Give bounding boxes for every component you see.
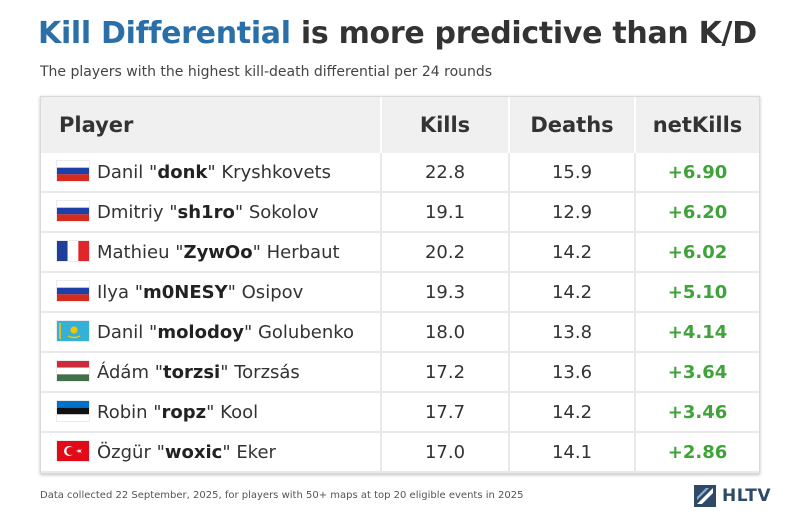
chart-subtitle: The players with the highest kill-death … (40, 64, 493, 80)
player-first: Dmitriy " (97, 201, 178, 223)
player-nickname: sh1ro (177, 201, 235, 223)
deaths-cell: 12.9 (510, 193, 636, 233)
table-row: Dmitriy "sh1ro" Sokolov 19.1 12.9 +6.20 (41, 193, 759, 233)
column-header-deaths: Deaths (510, 97, 636, 153)
kills-cell: 20.2 (382, 233, 510, 273)
chart-title: Kill Differential is more predictive tha… (38, 16, 757, 51)
player-last: " Herbaut (252, 241, 340, 263)
player-last: " Golubenko (243, 321, 355, 343)
france-flag-icon (57, 240, 89, 261)
deaths-cell: 14.2 (510, 393, 636, 433)
table-row: Mathieu "ZywOo" Herbaut 20.2 14.2 +6.02 (41, 233, 759, 273)
player-first: Ádám " (97, 361, 163, 383)
player-first: Özgür " (97, 441, 165, 463)
player-nickname: torzsi (163, 361, 221, 383)
netkills-cell: +5.10 (636, 273, 759, 313)
netkills-cell: +6.20 (636, 193, 759, 233)
stats-table: Player Kills Deaths netKills Danil "donk… (41, 97, 759, 471)
column-header-netkills: netKills (636, 97, 759, 153)
deaths-cell: 15.9 (510, 153, 636, 193)
netkills-cell: +2.86 (636, 433, 759, 471)
player-cell: Robin "ropz" Kool (41, 393, 382, 433)
footnote: Data collected 22 September, 2025, for p… (40, 490, 524, 501)
table-row: Danil "donk" Kryshkovets 22.8 15.9 +6.90 (41, 153, 759, 193)
player-first: Ilya " (97, 281, 143, 303)
player-first: Danil " (97, 321, 158, 343)
netkills-cell: +6.02 (636, 233, 759, 273)
kills-cell: 19.1 (382, 193, 510, 233)
table-row: Robin "ropz" Kool 17.7 14.2 +3.46 (41, 393, 759, 433)
turkey-flag-icon (57, 440, 89, 461)
column-header-kills: Kills (382, 97, 510, 153)
netkills-cell: +6.90 (636, 153, 759, 193)
table-row: Özgür "woxic" Eker 17.0 14.1 +2.86 (41, 433, 759, 471)
kills-cell: 18.0 (382, 313, 510, 353)
hltv-logo-text: HLTV (722, 486, 771, 506)
title-highlight: Kill Differential (38, 16, 291, 51)
player-first: Robin " (97, 401, 162, 423)
table-row: Ilya "m0NESY" Osipov 19.3 14.2 +5.10 (41, 273, 759, 313)
player-cell: Dmitriy "sh1ro" Sokolov (41, 193, 382, 233)
player-cell: Mathieu "ZywOo" Herbaut (41, 233, 382, 273)
player-last: " Kool (206, 401, 259, 423)
deaths-cell: 14.2 (510, 273, 636, 313)
player-last: " Osipov (227, 281, 304, 303)
player-last: " Torzsás (220, 361, 300, 383)
title-rest: is more predictive than K/D (290, 16, 757, 51)
player-last: " Sokolov (234, 201, 319, 223)
netkills-cell: +3.64 (636, 353, 759, 393)
table-row: Ádám "torzsi" Torzsás 17.2 13.6 +3.64 (41, 353, 759, 393)
player-cell: Danil "donk" Kryshkovets (41, 153, 382, 193)
player-nickname: donk (157, 161, 208, 183)
kazakhstan-flag-icon (57, 320, 89, 341)
netkills-cell: +4.14 (636, 313, 759, 353)
player-nickname: ropz (161, 401, 207, 423)
kills-cell: 17.0 (382, 433, 510, 471)
kills-cell: 19.3 (382, 273, 510, 313)
stats-table-container: Player Kills Deaths netKills Danil "donk… (40, 96, 760, 474)
hungary-flag-icon (57, 360, 89, 381)
kills-cell: 22.8 (382, 153, 510, 193)
deaths-cell: 14.1 (510, 433, 636, 471)
player-cell: Danil "molodoy" Golubenko (41, 313, 382, 353)
player-cell: Ilya "m0NESY" Osipov (41, 273, 382, 313)
header-row: Player Kills Deaths netKills (41, 97, 759, 153)
player-nickname: molodoy (157, 321, 244, 343)
estonia-flag-icon (57, 400, 89, 421)
player-nickname: ZywOo (183, 241, 253, 263)
player-cell: Ádám "torzsi" Torzsás (41, 353, 382, 393)
deaths-cell: 14.2 (510, 233, 636, 273)
column-header-player: Player (41, 97, 382, 153)
netkills-cell: +3.46 (636, 393, 759, 433)
player-first: Mathieu " (97, 241, 184, 263)
russia-flag-icon (57, 280, 89, 301)
hltv-logo: HLTV (694, 484, 771, 508)
kills-cell: 17.7 (382, 393, 510, 433)
player-first: Danil " (97, 161, 158, 183)
deaths-cell: 13.8 (510, 313, 636, 353)
deaths-cell: 13.6 (510, 353, 636, 393)
russia-flag-icon (57, 160, 89, 181)
table-body: Danil "donk" Kryshkovets 22.8 15.9 +6.90 Dmi… (41, 153, 759, 471)
kills-cell: 17.2 (382, 353, 510, 393)
hltv-logo-icon (694, 485, 716, 507)
russia-flag-icon (57, 200, 89, 221)
player-nickname: woxic (164, 441, 223, 463)
table-row: Danil "molodoy" Golubenko 18.0 13.8 +4.14 (41, 313, 759, 353)
player-last: " Kryshkovets (207, 161, 331, 183)
player-nickname: m0NESY (143, 281, 228, 303)
player-cell: Özgür "woxic" Eker (41, 433, 382, 471)
player-last: " Eker (222, 441, 276, 463)
